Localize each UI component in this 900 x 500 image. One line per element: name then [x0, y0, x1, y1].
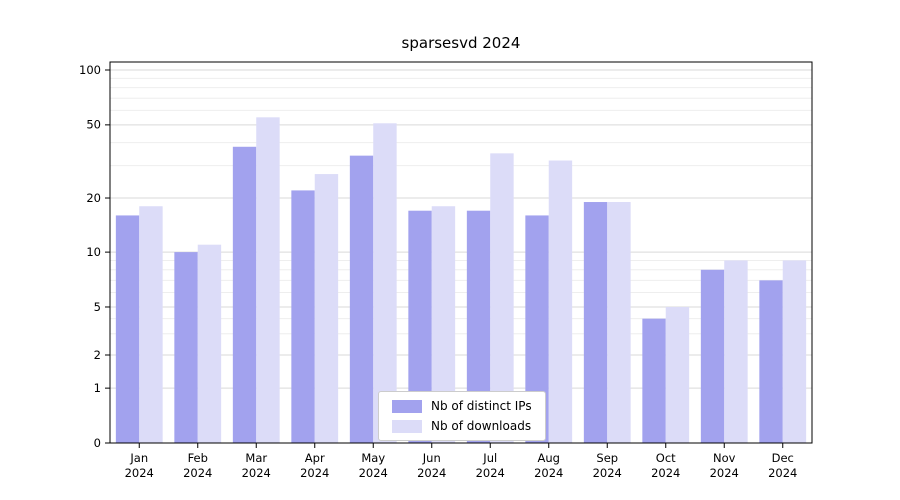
bar-jan-distinct-ips [115, 215, 140, 443]
y-tick-label: 2 [94, 348, 101, 362]
legend-label-downloads: Nb of downloads [431, 419, 532, 433]
bar-feb-downloads [197, 244, 222, 443]
x-tick-label-year: 2024 [651, 466, 680, 480]
x-tick-label-year: 2024 [476, 466, 505, 480]
x-tick-label-year: 2024 [417, 466, 446, 480]
x-tick-label-month: Jan [129, 451, 148, 465]
x-tick-label-month: May [361, 451, 385, 465]
bar-oct-distinct-ips [642, 318, 666, 443]
legend-item-downloads: Nb of downloads [392, 419, 532, 433]
bar-aug-distinct-ips [525, 215, 549, 443]
x-tick-label-year: 2024 [183, 466, 212, 480]
legend-item-distinct-ips: Nb of distinct IPs [392, 399, 532, 413]
x-tick-label-month: Sep [596, 451, 618, 465]
x-tick-label-year: 2024 [534, 466, 563, 480]
bar-mar-distinct-ips [232, 146, 257, 443]
y-tick-label: 50 [86, 118, 101, 132]
y-tick-label: 5 [94, 300, 101, 314]
x-tick-label-month: Dec [772, 451, 794, 465]
bar-oct-downloads [665, 306, 690, 443]
x-tick-label-month: Jul [482, 451, 497, 465]
y-tick-label: 1 [94, 381, 101, 395]
bar-jan-downloads [139, 206, 163, 443]
x-tick-label-year: 2024 [125, 466, 154, 480]
chart-title: sparsesvd 2024 [401, 34, 521, 52]
bar-nov-distinct-ips [700, 269, 725, 443]
x-tick-label-month: Feb [188, 451, 208, 465]
x-tick-label-month: Oct [656, 451, 676, 465]
y-tick-label: 0 [94, 436, 101, 450]
bar-jun-downloads [431, 206, 456, 443]
x-tick-label-month: Aug [538, 451, 560, 465]
x-tick-label-year: 2024 [300, 466, 329, 480]
legend-swatch-distinct-ips [392, 399, 422, 413]
y-tick-label: 10 [86, 245, 101, 259]
y-tick-label: 20 [86, 191, 101, 205]
x-tick-label-month: Apr [305, 451, 325, 465]
x-tick-label-year: 2024 [768, 466, 797, 480]
bar-jun-distinct-ips [408, 210, 432, 443]
bar-apr-distinct-ips [291, 190, 315, 443]
bar-aug-downloads [548, 160, 573, 444]
bar-apr-downloads [314, 174, 339, 443]
x-tick-label-month: Jun [422, 451, 441, 465]
y-tick-label: 100 [79, 63, 101, 77]
x-tick-label-month: Nov [713, 451, 736, 465]
bar-mar-downloads [256, 117, 280, 443]
bar-may-distinct-ips [349, 155, 374, 443]
bar-jul-distinct-ips [466, 210, 491, 443]
legend-label-distinct-ips: Nb of distinct IPs [431, 399, 532, 413]
bar-sep-downloads [607, 202, 631, 443]
x-tick-label-month: Mar [245, 451, 267, 465]
legend-swatch-downloads [392, 419, 422, 433]
x-tick-label-year: 2024 [359, 466, 388, 480]
bar-sep-distinct-ips [583, 202, 608, 443]
bar-dec-distinct-ips [759, 280, 783, 443]
bar-nov-downloads [724, 260, 748, 443]
bar-dec-downloads [782, 260, 807, 443]
bar-may-downloads [373, 123, 397, 444]
x-tick-label-year: 2024 [242, 466, 271, 480]
x-tick-label-year: 2024 [710, 466, 739, 480]
x-tick-label-year: 2024 [593, 466, 622, 480]
bar-feb-distinct-ips [174, 252, 198, 443]
legend: Nb of distinct IPs Nb of downloads [378, 391, 546, 441]
bar-jul-downloads [490, 153, 514, 443]
